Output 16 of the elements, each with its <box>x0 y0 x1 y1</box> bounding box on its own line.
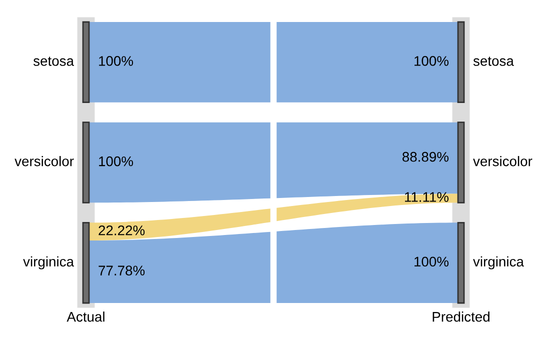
category-label: virginica <box>473 256 524 270</box>
data-label: 88.89% <box>402 152 449 162</box>
data-label: 100% <box>99 156 134 166</box>
category-label: versicolor <box>473 156 532 166</box>
data-label: 11.11% <box>405 192 449 202</box>
data-label: 22.22% <box>98 225 145 236</box>
text: Predicted <box>432 312 490 322</box>
data-label: 100% <box>414 56 449 66</box>
text: Actual <box>66 312 104 322</box>
category-label: setosa <box>473 56 514 66</box>
data-label: 100% <box>99 56 134 66</box>
category-label: setosa <box>33 56 74 66</box>
category-label: virginica <box>23 256 74 270</box>
data-label: 100% <box>414 256 449 267</box>
data-label: 77.78% <box>98 266 145 276</box>
category-label: versicolor <box>14 156 74 166</box>
